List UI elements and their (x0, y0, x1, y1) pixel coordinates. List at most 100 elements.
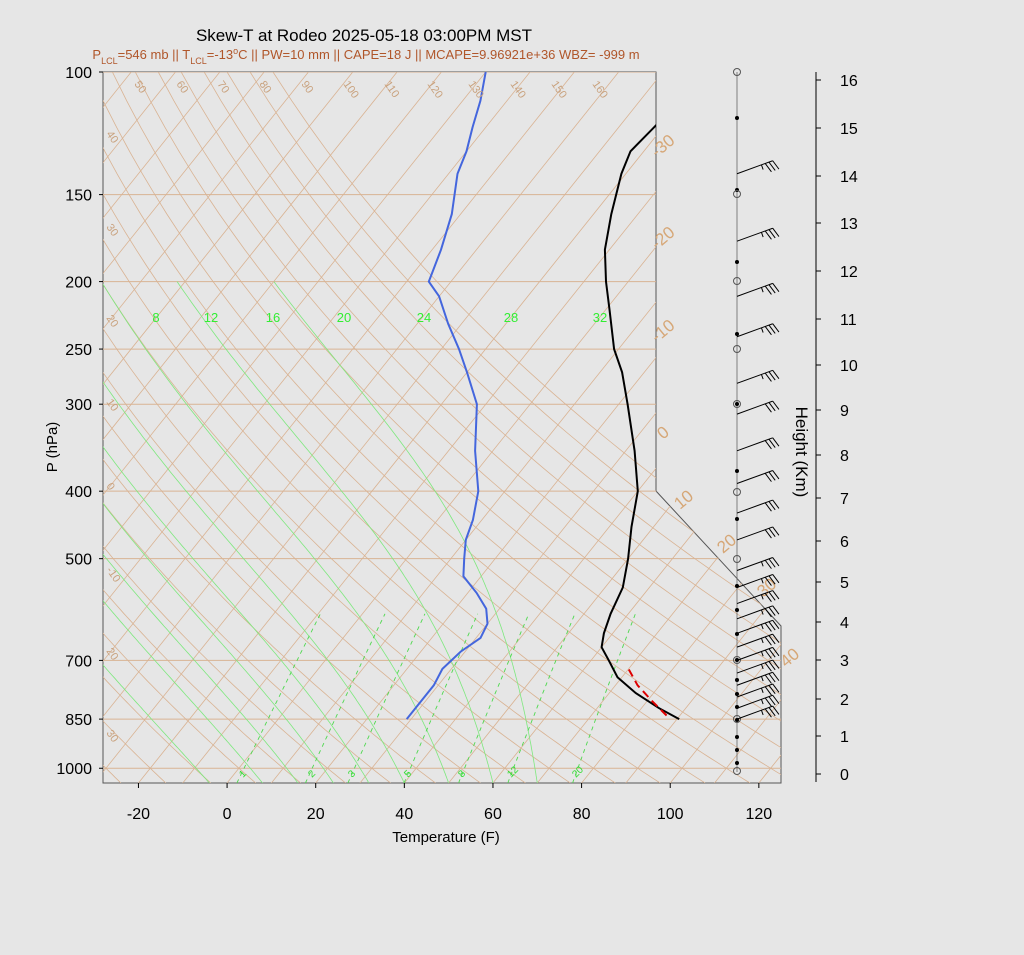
level-dot (735, 517, 739, 521)
height-tick-label: 15 (840, 121, 858, 138)
wind-barb-half (760, 374, 764, 380)
moist-adiabat (103, 281, 449, 783)
wind-barb (736, 590, 780, 605)
wind-barb (736, 400, 780, 415)
dry-adiabat (103, 72, 211, 783)
adiabat-top-label: 50 (132, 79, 149, 96)
mixing-ratio-line (403, 613, 479, 783)
wind-barb-flag (768, 324, 776, 334)
moist-adiabat (103, 281, 210, 783)
wind-barb-shaft (736, 369, 773, 384)
isotherm-line (103, 72, 265, 783)
mixing-ratio-line (507, 613, 576, 783)
wind-barb-half (760, 327, 764, 333)
dry-adiabat (103, 72, 391, 783)
adiabat-top-label: 60 (174, 79, 191, 96)
isotherm-line (669, 72, 781, 783)
level-dot (735, 402, 739, 406)
level-dot (735, 748, 739, 752)
adiabat-left-label: 0 (104, 481, 117, 493)
wind-barb-flag (764, 576, 772, 586)
adiabat-left-label: 30 (104, 728, 121, 745)
wind-barb-flag (764, 636, 772, 646)
x-axis-label: Temperature (F) (392, 829, 500, 846)
wind-barb-flag (764, 686, 772, 696)
temperature-tick-label: 0 (223, 806, 232, 823)
isotherm-line (103, 72, 486, 783)
wind-barb-flag (764, 622, 772, 632)
dry-adiabat (226, 72, 781, 783)
pressure-tick-label: 400 (65, 484, 92, 501)
isotherm-line (803, 72, 1024, 783)
wind-barb-shaft (736, 590, 773, 605)
isotherm-line (103, 72, 398, 783)
wind-barb-flag (768, 229, 776, 239)
wind-barb-flag (764, 697, 772, 707)
wind-barb (736, 282, 780, 297)
dry-adiabat (180, 72, 781, 783)
wind-barb (736, 470, 780, 484)
wind-barb-flag (768, 606, 776, 616)
height-tick-label: 5 (840, 575, 849, 592)
wind-barb-shaft (736, 633, 773, 648)
wind-barb-flag (772, 633, 780, 643)
dry-adiabat (103, 72, 167, 783)
wind-barb-flag (764, 372, 772, 382)
level-ring (733, 767, 741, 775)
height-tick-label: 11 (840, 312, 857, 329)
temperature-trace (600, 72, 704, 720)
temperature-tick-label: 40 (395, 806, 413, 823)
isotherm-line (103, 72, 309, 783)
wind-barb-flag (768, 528, 776, 537)
wind-barb (736, 574, 780, 588)
wind-barb-flag (764, 559, 772, 569)
wind-barb-flag (764, 592, 772, 602)
wind-barb-flag (764, 708, 772, 718)
wind-barb-half (760, 624, 764, 630)
dry-adiabat (249, 72, 781, 783)
isotherm-line (103, 72, 619, 783)
wind-barb-half (760, 664, 764, 670)
wind-barb (736, 659, 780, 674)
wind-barb-half (760, 638, 764, 644)
level-ring (733, 68, 741, 76)
wind-barb-shaft (736, 400, 773, 415)
wind-barb-flag (772, 499, 780, 509)
theta-e-label: 16 (266, 310, 280, 325)
level-dot (735, 260, 739, 264)
wind-barb (736, 633, 780, 648)
pressure-tick-label: 300 (65, 397, 92, 414)
wind-barb-flag (768, 591, 776, 601)
dry-adiabat (103, 72, 661, 783)
dry-adiabat (0, 72, 76, 783)
isotherm-line (103, 72, 221, 783)
level-ring (733, 190, 741, 198)
level-ring (733, 715, 741, 723)
wind-barb-flag (772, 659, 780, 669)
wind-barb-flag (772, 323, 780, 333)
temperature-tick-label: 60 (484, 806, 502, 823)
isotherm-line (625, 72, 781, 783)
wind-barb (736, 227, 780, 242)
dry-adiabat (103, 72, 706, 783)
pressure-tick-label: 850 (65, 712, 92, 729)
isotherm-line (847, 72, 1024, 783)
adiabat-left-label: 20 (104, 646, 121, 663)
level-dot (735, 332, 739, 336)
height-tick-label: 14 (840, 169, 858, 186)
dry-adiabat (272, 72, 781, 783)
wind-barb-shaft (736, 705, 773, 720)
wind-barb-half (760, 561, 764, 567)
wind-barb-shaft (736, 605, 773, 620)
level-dot (735, 608, 739, 612)
wind-barb-shaft (736, 694, 773, 709)
height-tick-label: 4 (840, 615, 849, 632)
wind-barb-flag (768, 558, 776, 568)
wind-barb-shaft (736, 526, 773, 541)
wind-barb-flag (764, 403, 772, 413)
wind-barb-flag (764, 649, 772, 659)
wind-barb-flag (764, 529, 772, 539)
adiabat-top-label: 70 (215, 79, 232, 96)
wind-barb-flag (772, 694, 780, 704)
wind-barb-flag (764, 326, 772, 336)
